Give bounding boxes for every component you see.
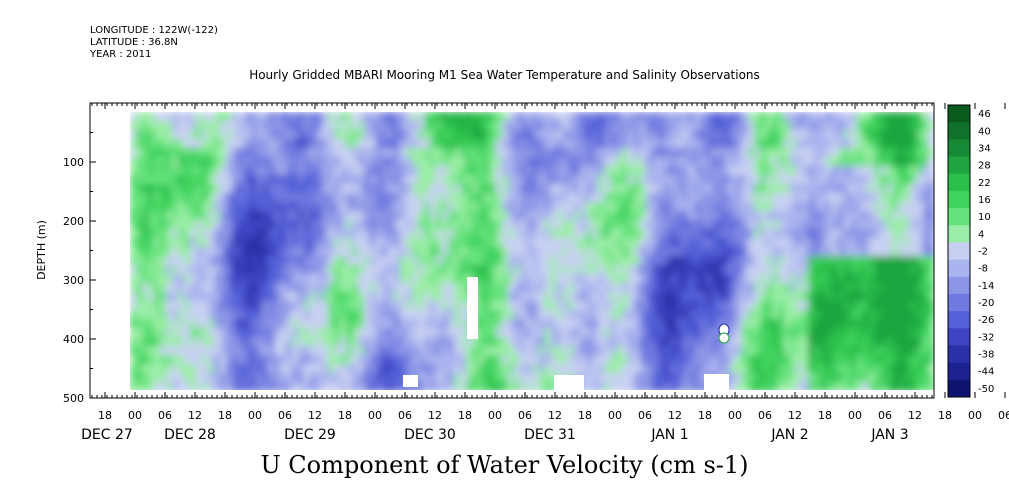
chart-title: Hourly Gridded MBARI Mooring M1 Sea Wate… [249,68,760,82]
x-tick-label: 12 [668,409,682,422]
y-tick-label: 200 [63,215,84,228]
x-tick-label: 12 [188,409,202,422]
x-tick-label: 00 [368,409,382,422]
date-label: JAN 3 [870,427,908,443]
x-tick-label: 12 [428,409,442,422]
colorbar-swatch [948,276,970,295]
x-tick-label: 00 [128,409,142,422]
y-tick-label: 300 [63,274,84,287]
colorbar-swatch [948,173,970,192]
colorbar-swatch [948,328,970,346]
colorbar-swatch [948,225,970,243]
x-tick-label: 12 [548,409,562,422]
x-tick-label: 18 [218,409,232,422]
colorbar-label: 22 [978,178,991,189]
x-tick-label: 06 [158,409,172,422]
latitude-label: LATITUDE : 36.8N [90,37,178,48]
x-tick-label: 12 [308,409,322,422]
colorbar-label: -44 [978,367,994,378]
x-tick-label: 18 [698,409,712,422]
x-tick-label: 00 [488,409,502,422]
x-tick-label: 18 [458,409,472,422]
date-label: DEC 28 [164,427,216,443]
colorbar-label: -14 [978,281,994,292]
colorbar-label: -38 [978,350,994,361]
x-tick-label: 06 [998,409,1009,422]
colorbar-label: 46 [978,109,991,120]
x-tick-label: 06 [878,409,892,422]
x-tick-label: 06 [518,409,532,422]
date-label: JAN 2 [770,427,808,443]
x-tick-label: 06 [278,409,292,422]
colorbar-swatch [948,105,970,123]
colorbar-swatch [948,242,970,261]
colorbar-swatch [948,156,970,175]
colorbar-swatch [948,345,970,364]
colorbar-swatch [948,122,970,140]
colorbar-label: -8 [978,264,988,275]
colorbar-label: -20 [978,298,994,309]
x-tick-label: 00 [728,409,742,422]
date-label: JAN 1 [650,427,688,443]
colorbar-label: 28 [978,161,991,172]
y-tick-label: 100 [63,156,84,169]
x-tick-label: 00 [248,409,262,422]
date-label: DEC 31 [524,427,576,443]
x-tick-label: 18 [98,409,112,422]
colorbar-label: 16 [978,195,991,206]
x-tick-label: 12 [908,409,922,422]
colorbar-swatch [948,208,970,226]
colorbar-swatch [948,362,970,381]
x-tick-label: 18 [338,409,352,422]
x-tick-label: 06 [638,409,652,422]
colorbar-label: -2 [978,247,988,258]
y-tick-label: 500 [63,392,84,405]
colorbar: 46 40 34 28 22 16 10 4 -2 -8 -14 -20 -26 -32 -38 -44 -50 [947,104,994,398]
x-tick-label: 06 [398,409,412,422]
x-tick-label: 00 [968,409,982,422]
colorbar-swatch [948,139,970,158]
year-label: YEAR : 2011 [90,49,152,60]
colorbar-label: 34 [978,143,991,154]
data-gaps [403,277,730,390]
colorbar-swatch [948,311,970,329]
colorbar-label: -50 [978,384,994,395]
y-axis-label: DEPTH (m) [35,220,48,280]
x-tick-label: 18 [938,409,952,422]
colorbar-swatch [948,379,970,398]
colorbar-label: -26 [978,315,994,326]
colorbar-label: -32 [978,332,994,343]
date-label: DEC 30 [404,427,456,443]
x-tick-label: 18 [578,409,592,422]
colorbar-swatch [948,259,970,278]
colorbar-label: 40 [978,126,991,137]
date-label: DEC 29 [284,427,336,443]
longitude-label: LONGITUDE : 122W(-122) [90,25,218,36]
colorbar-swatch [948,293,970,312]
x-tick-label: 06 [758,409,772,422]
heatmap-field [130,112,934,390]
colorbar-label: 4 [978,229,984,240]
x-tick-label: 12 [788,409,802,422]
x-tick-label: 00 [848,409,862,422]
colorbar-label: 10 [978,212,991,223]
y-tick-label: 400 [63,333,84,346]
variable-label: U Component of Water Velocity (cm s-1) [260,451,749,479]
date-label: DEC 27 [81,427,133,443]
x-tick-label: 18 [818,409,832,422]
x-tick-label: 00 [608,409,622,422]
colorbar-swatch [948,190,970,209]
